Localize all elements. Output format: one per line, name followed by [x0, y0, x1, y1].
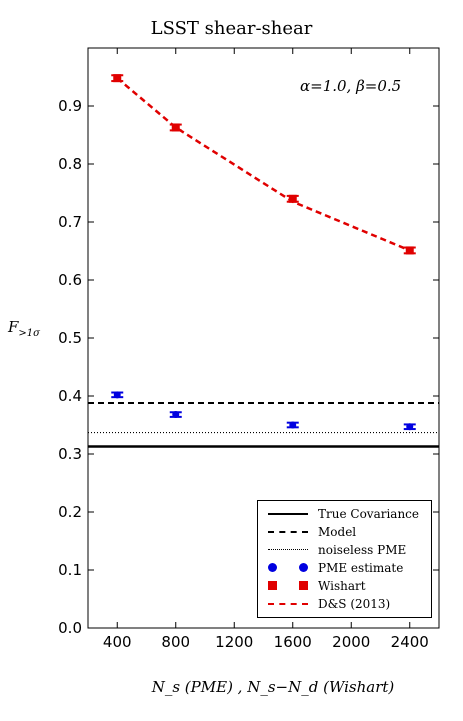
- legend-label: True Covariance: [318, 507, 420, 521]
- legend-noiseless-pme: noiseless PME: [264, 541, 425, 559]
- x-axis-label: N_s (PME) , N_s−N_d (Wishart): [151, 678, 395, 696]
- y-tick-label: 0.1: [58, 561, 82, 579]
- chart-legend: True Covariance Model noiseless PME PME …: [257, 500, 432, 618]
- legend-label: PME estimate: [318, 561, 404, 575]
- data-point: [171, 123, 180, 132]
- y-tick-label: 0.6: [58, 271, 82, 289]
- y-axis-label: F>1σ: [8, 318, 40, 339]
- legend-key-dotted: [264, 541, 312, 559]
- legend-pme-estimate: PME estimate: [264, 559, 425, 577]
- x-tick-label: 1200: [215, 633, 253, 651]
- legend-label: Model: [318, 525, 357, 539]
- legend-key-square: [264, 577, 312, 595]
- x-tick-label: 2400: [391, 633, 429, 651]
- legend-key-circle: [264, 559, 312, 577]
- data-point: [172, 411, 180, 419]
- chart-title: LSST shear-shear: [150, 18, 313, 39]
- x-tick-label: 2000: [332, 633, 370, 651]
- legend-key-dashed: [264, 523, 312, 541]
- y-tick-label: 0.4: [58, 387, 82, 405]
- legend-label: noiseless PME: [318, 543, 407, 557]
- series-line: [116, 77, 411, 252]
- x-tick-label: 1600: [274, 633, 312, 651]
- parameter-annotation: α=1.0, β=0.5: [300, 77, 402, 95]
- y-tick-label: 0.0: [58, 619, 82, 637]
- legend-label: D&S (2013): [318, 597, 391, 611]
- data-point: [406, 423, 414, 431]
- x-tick-label: 400: [103, 633, 132, 651]
- y-tick-label: 0.7: [58, 213, 82, 231]
- legend-key-solid: [264, 505, 312, 523]
- data-point: [289, 421, 297, 429]
- y-tick-label: 0.8: [58, 155, 82, 173]
- legend-ds2013: D&S (2013): [264, 595, 425, 613]
- data-point: [288, 194, 297, 203]
- x-tick-label: 800: [161, 633, 190, 651]
- legend-true-covariance: True Covariance: [264, 505, 425, 523]
- data-point: [113, 391, 121, 399]
- y-tick-label: 0.2: [58, 503, 82, 521]
- y-tick-label: 0.9: [58, 97, 82, 115]
- y-tick-label: 0.5: [58, 329, 82, 347]
- legend-model: Model: [264, 523, 425, 541]
- legend-key-red-dashed: [264, 595, 312, 613]
- legend-wishart: Wishart: [264, 577, 425, 595]
- y-tick-label: 0.3: [58, 445, 82, 463]
- legend-label: Wishart: [318, 579, 366, 593]
